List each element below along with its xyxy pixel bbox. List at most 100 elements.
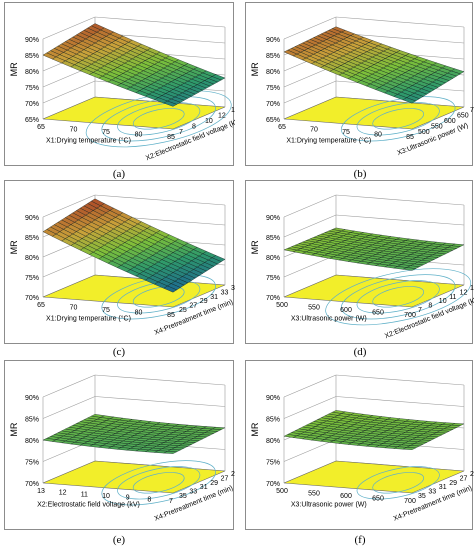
z-tick-label: 90% <box>266 395 280 402</box>
x-tick-label: 550 <box>308 491 320 498</box>
contour-line <box>117 466 201 500</box>
grid-line <box>283 80 337 104</box>
contour-line <box>325 268 472 326</box>
grid-line <box>283 254 337 278</box>
response-surface <box>42 414 226 454</box>
y-tick-label: 25 <box>470 471 474 478</box>
surface-plot: 70% 75% 80% 85% 90% 13 12 11 10 9 8 7 X2:Electrostat… <box>9 374 235 523</box>
x-tick-label: 11 <box>81 491 88 498</box>
x-axis: 65 70 75 80 85 X1:Drying temperature (°C) <box>37 124 175 145</box>
panel-caption: (e) <box>112 534 126 546</box>
contour-line <box>356 280 440 314</box>
y-tick-label: 29 <box>210 480 218 487</box>
z-tick-label: 80% <box>266 69 280 76</box>
x-tick-label: 70 <box>70 127 78 134</box>
x-axis: 13 12 11 10 9 8 7 X2:Electrostatic field voltag… <box>37 488 173 509</box>
z-tick-label: 75% <box>266 275 280 282</box>
y-tick-label: 35 <box>231 285 235 292</box>
grid-line <box>94 396 226 407</box>
x-axis-label: X3:Ultrasonic power (W) <box>291 502 367 509</box>
grid-line <box>94 194 226 206</box>
x-tick-label: 650 <box>372 310 384 317</box>
y-tick-label: 33 <box>428 489 436 496</box>
chart-panel-b: 65% 70% 75% 80% 85% 90% 65 70 75 80 85 X1:Drying te… <box>245 2 474 166</box>
z-tick-label: 70% <box>266 295 280 302</box>
x-tick-label: 65 <box>37 302 45 309</box>
x-axis: 65 70 75 80 85 X1:Drying temperature (°C) <box>37 302 175 323</box>
grid-line <box>283 16 337 40</box>
surface-plot: 70% 75% 80% 85% 90% 500 550 600 650 700 X3:Ultraso… <box>250 194 474 340</box>
response-surface <box>283 227 465 271</box>
y-tick-label: 11 <box>449 294 456 301</box>
y-tick-label: 7 <box>418 307 422 314</box>
x-tick-label: 13 <box>37 488 45 495</box>
grid-line <box>42 16 96 40</box>
x-tick-label: 12 <box>59 490 67 497</box>
contour-line <box>340 96 456 142</box>
contour-line <box>101 460 216 506</box>
contour-line <box>132 286 185 308</box>
contour-floor <box>283 274 465 308</box>
grid-line <box>335 214 465 226</box>
x-tick-label: 85 <box>167 312 175 319</box>
z-tick-label: 70% <box>266 481 280 488</box>
y-tick-label: 10 <box>205 118 213 125</box>
contour-line <box>372 108 425 130</box>
z-tick-label: 70% <box>25 101 39 108</box>
y-tick-label: 31 <box>200 484 208 491</box>
grid-line <box>94 16 226 28</box>
z-tick-label: 80% <box>25 438 39 445</box>
grid-line <box>283 214 337 238</box>
surface-cell <box>283 248 298 252</box>
contour-line <box>372 286 425 308</box>
x-axis-label: X3:Ultrasonic power (W) <box>291 316 367 323</box>
grid-line <box>42 254 96 278</box>
x-tick-label: 75 <box>102 129 110 136</box>
grid-line <box>335 396 465 407</box>
grid-line <box>42 194 96 218</box>
x-tick-label: 75 <box>342 129 350 136</box>
x-tick-label: 70 <box>310 127 318 134</box>
contour-floor <box>42 274 226 308</box>
x-tick-label: 70 <box>70 305 78 312</box>
x-tick-label: 500 <box>276 302 288 309</box>
grid-line <box>335 16 465 28</box>
z-tick-label: 80% <box>25 255 39 262</box>
y-tick-label: 35 <box>179 493 187 500</box>
z-axis-label: MR <box>250 62 260 76</box>
y-tick-label: 8 <box>428 303 432 310</box>
contour-line <box>132 472 185 494</box>
y-tick-label: 12 <box>460 289 468 296</box>
x-tick-label: 8 <box>147 496 151 503</box>
panel-caption: (b) <box>353 168 367 180</box>
x-axis-label: X2:Electrostatic field voltage (kV) <box>37 502 140 509</box>
y-tick-label: 33 <box>221 289 229 296</box>
y-tick-label: 550 <box>431 124 443 131</box>
z-tick-label: 85% <box>266 53 280 60</box>
y-tick-label: 10 <box>439 298 447 305</box>
x-tick-label: 550 <box>308 305 320 312</box>
z-tick-label: 75% <box>25 85 39 92</box>
z-tick-label: 90% <box>266 215 280 222</box>
surface-plot: 65% 70% 75% 80% 85% 90% 65 70 75 80 85 X1:Drying te… <box>9 16 235 162</box>
chart-panel-e: 70% 75% 80% 85% 90% 13 12 11 10 9 8 7 X2:Electrostat… <box>4 360 235 530</box>
y-tick-label: 35 <box>418 493 426 500</box>
x-axis: 500 550 600 650 700 X3:Ultrasonic power (W) <box>276 302 416 323</box>
y-tick-label: 12 <box>218 113 226 120</box>
y-tick-label: 27 <box>189 303 197 310</box>
surface-cell <box>42 438 57 442</box>
z-axis-label: MR <box>9 62 19 76</box>
grid-line <box>94 374 226 386</box>
y-tick-label: 31 <box>439 484 447 491</box>
z-axis-label: MR <box>250 240 260 254</box>
x-tick-label: 700 <box>404 498 416 505</box>
z-tick-label: 90% <box>25 395 39 402</box>
z-tick-label: 85% <box>266 235 280 242</box>
x-axis-label: X1:Drying temperature (°C) <box>286 137 371 145</box>
y-tick-label: 8 <box>192 124 196 131</box>
y-tick-label: 7 <box>179 129 183 136</box>
y-tick-label: 29 <box>200 298 208 305</box>
z-tick-label: 70% <box>25 481 39 488</box>
y-tick-label: 27 <box>221 475 229 482</box>
